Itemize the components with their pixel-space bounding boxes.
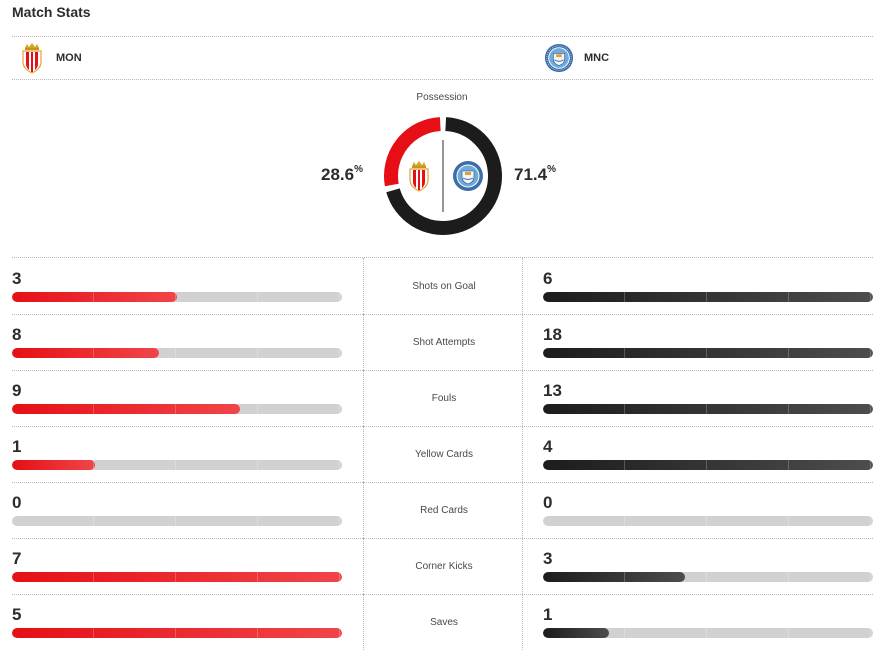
monaco-crest-icon: [409, 161, 429, 192]
divider: [12, 257, 873, 258]
home-possession-value: 28.6%: [321, 164, 363, 184]
man-city-crest-icon: [544, 43, 574, 73]
stat-label: Fouls: [431, 392, 457, 404]
stat-row: 1 Yellow Cards 4: [12, 426, 873, 482]
stat-label: Shot Attempts: [412, 336, 476, 348]
home-stat-bar: [12, 292, 342, 302]
home-stat-bar-fill: [12, 628, 342, 638]
away-stat-value: 13: [543, 381, 562, 400]
stat-label: Corner Kicks: [415, 560, 473, 572]
away-team[interactable]: MNC: [544, 37, 609, 79]
home-stat-bar: [12, 628, 342, 638]
home-team-abbr: MON: [56, 52, 82, 64]
divider: [12, 538, 873, 539]
divider: [12, 594, 873, 595]
stat-row: 7 Corner Kicks 3: [12, 538, 873, 594]
away-possession-value: 71.4%: [514, 164, 556, 184]
home-stat-bar: [12, 404, 342, 414]
home-stat-value: 1: [12, 437, 22, 456]
home-stat-bar-fill: [12, 572, 342, 582]
monaco-crest-icon: [22, 43, 42, 74]
home-stat-value: 5: [12, 605, 22, 624]
home-stat-bar: [12, 348, 342, 358]
stat-label: Yellow Cards: [415, 448, 473, 460]
away-stat-bar: [543, 516, 873, 526]
stat-label: Shots on Goal: [412, 280, 476, 292]
home-stat-bar: [12, 460, 342, 470]
stat-row: 8 Shot Attempts 18: [12, 314, 873, 370]
possession-donut-chart: [384, 117, 502, 235]
page-title: Match Stats: [12, 4, 91, 20]
stat-row: 0 Red Cards 0: [12, 482, 873, 538]
divider: [12, 36, 873, 37]
divider: [12, 370, 873, 371]
away-stat-bar: [543, 348, 873, 358]
away-stat-bar-fill: [543, 292, 873, 302]
away-stat-bar: [543, 572, 873, 582]
away-stat-bar-fill: [543, 572, 685, 582]
away-stat-value: 4: [543, 437, 553, 456]
divider: [12, 314, 873, 315]
home-stat-value: 3: [12, 269, 22, 288]
away-stat-value: 0: [543, 493, 553, 512]
away-stat-value: 6: [543, 269, 553, 288]
stat-row: 5 Saves 1: [12, 594, 873, 650]
away-stat-bar: [543, 460, 873, 470]
away-possession-arc: [386, 117, 502, 235]
away-stat-bar: [543, 292, 873, 302]
away-stat-value: 18: [543, 325, 562, 344]
home-stat-value: 0: [12, 493, 22, 512]
divider: [12, 79, 873, 80]
away-stat-bar-fill: [543, 348, 873, 358]
divider: [12, 482, 873, 483]
home-stat-bar-fill: [12, 460, 95, 470]
away-stat-value: 3: [543, 549, 553, 568]
stat-row: 9 Fouls 13: [12, 370, 873, 426]
home-stat-value: 9: [12, 381, 22, 400]
away-stat-bar: [543, 628, 873, 638]
away-stat-bar-fill: [543, 628, 609, 638]
man-city-crest-icon: [453, 161, 483, 191]
home-stat-value: 8: [12, 325, 22, 344]
home-stat-bar: [12, 516, 342, 526]
home-stat-bar-fill: [12, 348, 159, 358]
away-stat-value: 1: [543, 605, 553, 624]
possession-label: Possession: [416, 92, 468, 103]
home-stat-value: 7: [12, 549, 22, 568]
away-stat-bar: [543, 404, 873, 414]
away-stat-bar-fill: [543, 404, 873, 414]
divider: [12, 426, 873, 427]
home-team[interactable]: MON: [18, 37, 82, 79]
teams-header: MON MNC: [12, 37, 873, 79]
away-stat-bar-fill: [543, 460, 873, 470]
home-stat-bar: [12, 572, 342, 582]
stat-label: Saves: [430, 616, 458, 628]
away-team-abbr: MNC: [584, 52, 610, 64]
stat-label: Red Cards: [420, 504, 468, 516]
stat-row: 3 Shots on Goal 6: [12, 258, 873, 314]
home-possession-arc: [384, 117, 441, 187]
home-stat-bar-fill: [12, 404, 241, 414]
home-stat-bar-fill: [12, 292, 177, 302]
